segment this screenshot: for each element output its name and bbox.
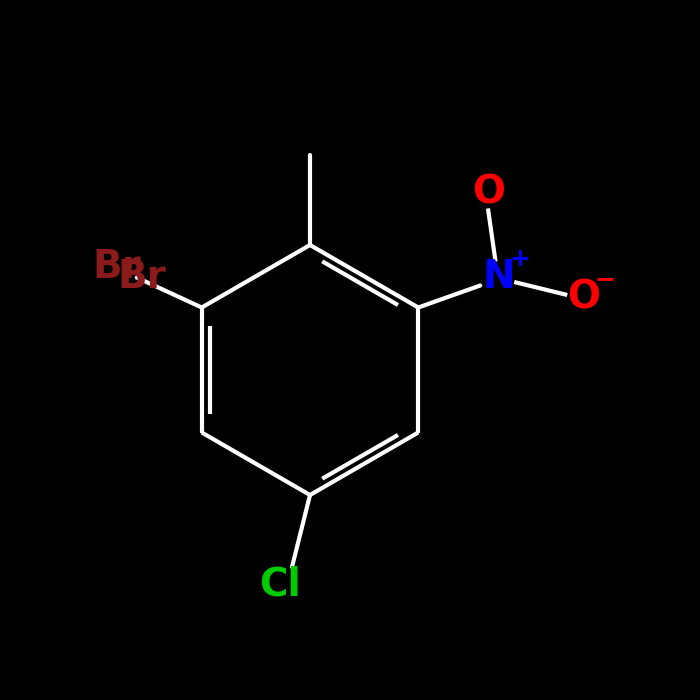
Text: O: O — [472, 174, 505, 211]
Text: Br: Br — [118, 258, 166, 297]
Text: N: N — [482, 258, 514, 297]
Text: −: − — [595, 267, 616, 291]
Text: Cl: Cl — [259, 566, 301, 604]
Text: O: O — [567, 279, 600, 316]
Text: +: + — [510, 248, 531, 272]
Text: Br: Br — [92, 248, 141, 286]
